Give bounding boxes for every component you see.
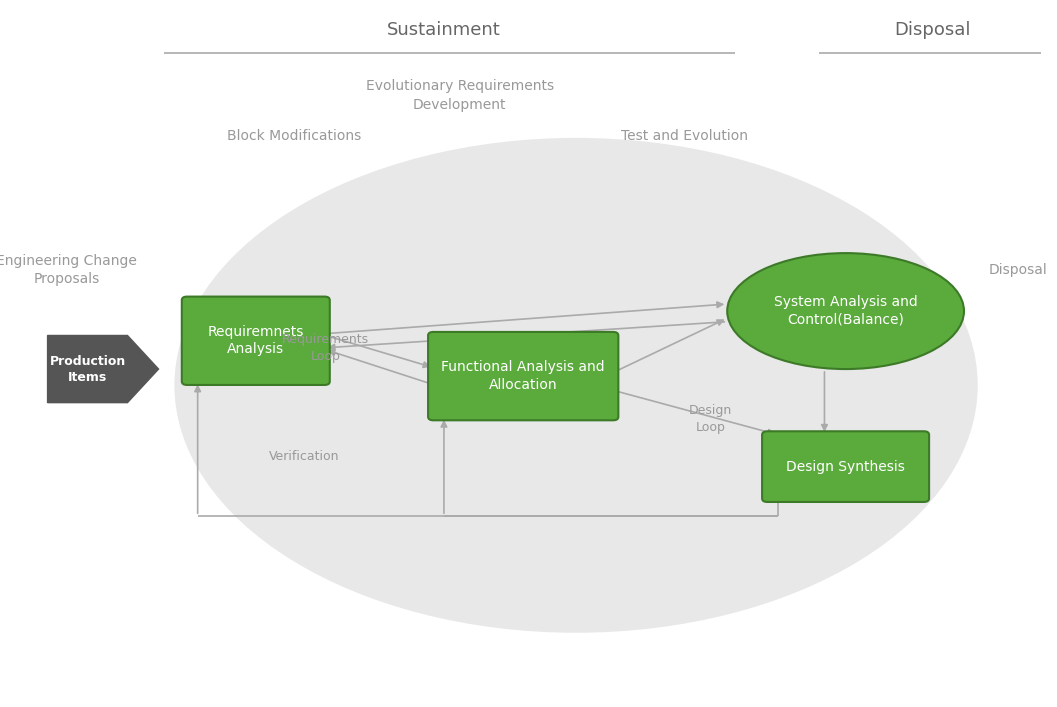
Text: Design
Loop: Design Loop [689,404,731,433]
Text: Disposal: Disposal [894,21,970,40]
Text: Evolutionary Requirements
Development: Evolutionary Requirements Development [366,79,554,112]
Ellipse shape [727,253,964,369]
Text: Disposal: Disposal [988,263,1047,277]
Text: Requirements
Loop: Requirements Loop [282,333,369,363]
Text: Requiremnets
Analysis: Requiremnets Analysis [207,325,304,356]
Text: Sustainment: Sustainment [387,21,501,40]
Text: Functional Analysis and
Allocation: Functional Analysis and Allocation [442,361,605,392]
Text: Engineering Change
Proposals: Engineering Change Proposals [0,254,137,286]
Text: Test and Evolution: Test and Evolution [622,129,748,144]
FancyBboxPatch shape [428,332,618,420]
Ellipse shape [174,138,978,633]
Text: Production
Items: Production Items [50,354,126,384]
Polygon shape [48,336,159,403]
Text: System Analysis and
Control(Balance): System Analysis and Control(Balance) [774,296,917,327]
FancyBboxPatch shape [182,297,330,385]
Text: Verification: Verification [270,450,339,462]
Text: Design Synthesis: Design Synthesis [786,460,905,474]
Text: Block Modifications: Block Modifications [226,129,361,144]
FancyBboxPatch shape [762,431,929,502]
